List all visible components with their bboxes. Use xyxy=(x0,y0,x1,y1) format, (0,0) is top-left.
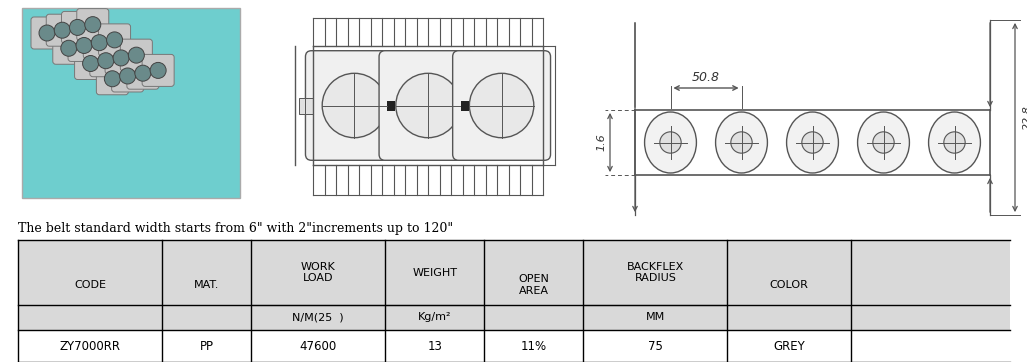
Ellipse shape xyxy=(645,112,696,173)
Circle shape xyxy=(469,73,534,138)
Circle shape xyxy=(659,132,681,153)
Text: 13: 13 xyxy=(427,340,442,353)
FancyBboxPatch shape xyxy=(97,63,128,95)
Bar xyxy=(461,101,468,110)
Circle shape xyxy=(731,132,752,153)
Circle shape xyxy=(322,73,386,138)
Circle shape xyxy=(85,17,101,33)
Text: 11%: 11% xyxy=(521,340,547,353)
Circle shape xyxy=(135,65,151,81)
FancyBboxPatch shape xyxy=(453,51,550,160)
Circle shape xyxy=(98,53,114,69)
FancyBboxPatch shape xyxy=(379,51,477,160)
FancyBboxPatch shape xyxy=(142,54,175,87)
Circle shape xyxy=(91,35,107,51)
Bar xyxy=(18,240,1010,330)
FancyBboxPatch shape xyxy=(127,57,159,89)
Text: ZY7000RR: ZY7000RR xyxy=(60,340,120,353)
Circle shape xyxy=(119,68,136,84)
FancyBboxPatch shape xyxy=(77,9,109,41)
Circle shape xyxy=(113,50,129,66)
Circle shape xyxy=(107,32,122,48)
Text: GREY: GREY xyxy=(773,340,805,353)
Text: PP: PP xyxy=(199,340,214,353)
Text: WORK
LOAD: WORK LOAD xyxy=(301,262,336,283)
Text: OPEN
AREA: OPEN AREA xyxy=(519,274,549,296)
Text: 1.6: 1.6 xyxy=(596,134,606,151)
Text: MAT.: MAT. xyxy=(194,280,219,290)
Text: BACKFLEX
RADIUS: BACKFLEX RADIUS xyxy=(626,262,684,283)
Ellipse shape xyxy=(787,112,838,173)
FancyBboxPatch shape xyxy=(62,12,93,43)
Ellipse shape xyxy=(928,112,981,173)
FancyBboxPatch shape xyxy=(52,32,85,64)
Circle shape xyxy=(70,20,85,35)
FancyBboxPatch shape xyxy=(305,51,404,160)
Ellipse shape xyxy=(858,112,910,173)
Bar xyxy=(387,101,395,110)
FancyBboxPatch shape xyxy=(89,45,122,77)
Text: N/M(25  ): N/M(25 ) xyxy=(293,312,344,323)
Text: MM: MM xyxy=(646,312,665,323)
Ellipse shape xyxy=(716,112,767,173)
Bar xyxy=(18,330,1010,362)
Circle shape xyxy=(150,62,166,79)
Text: Kg/m²: Kg/m² xyxy=(418,312,452,323)
FancyBboxPatch shape xyxy=(46,14,78,46)
Circle shape xyxy=(105,71,120,87)
Text: 47600: 47600 xyxy=(300,340,337,353)
Circle shape xyxy=(61,40,77,56)
FancyBboxPatch shape xyxy=(68,29,100,62)
Bar xyxy=(299,97,307,114)
Text: 22.8: 22.8 xyxy=(1023,105,1027,130)
Text: The belt standard width starts from 6" with 2"increments up to 120": The belt standard width starts from 6" w… xyxy=(18,222,453,235)
Text: COLOR: COLOR xyxy=(770,280,808,290)
Circle shape xyxy=(76,38,92,54)
FancyBboxPatch shape xyxy=(112,60,144,92)
FancyBboxPatch shape xyxy=(99,24,130,56)
Circle shape xyxy=(873,132,895,153)
Text: 75: 75 xyxy=(648,340,662,353)
Circle shape xyxy=(802,132,824,153)
Text: CODE: CODE xyxy=(74,280,106,290)
FancyBboxPatch shape xyxy=(83,27,115,59)
Circle shape xyxy=(82,55,99,72)
FancyBboxPatch shape xyxy=(75,47,107,80)
Circle shape xyxy=(944,132,965,153)
Bar xyxy=(305,97,313,114)
Circle shape xyxy=(39,25,55,41)
Text: WEIGHT: WEIGHT xyxy=(412,268,457,278)
Circle shape xyxy=(395,73,460,138)
Text: 50.8: 50.8 xyxy=(692,71,720,84)
Circle shape xyxy=(54,22,70,38)
FancyBboxPatch shape xyxy=(105,42,137,74)
FancyBboxPatch shape xyxy=(120,39,152,71)
Bar xyxy=(22,8,240,198)
Circle shape xyxy=(128,47,145,63)
FancyBboxPatch shape xyxy=(31,17,63,49)
